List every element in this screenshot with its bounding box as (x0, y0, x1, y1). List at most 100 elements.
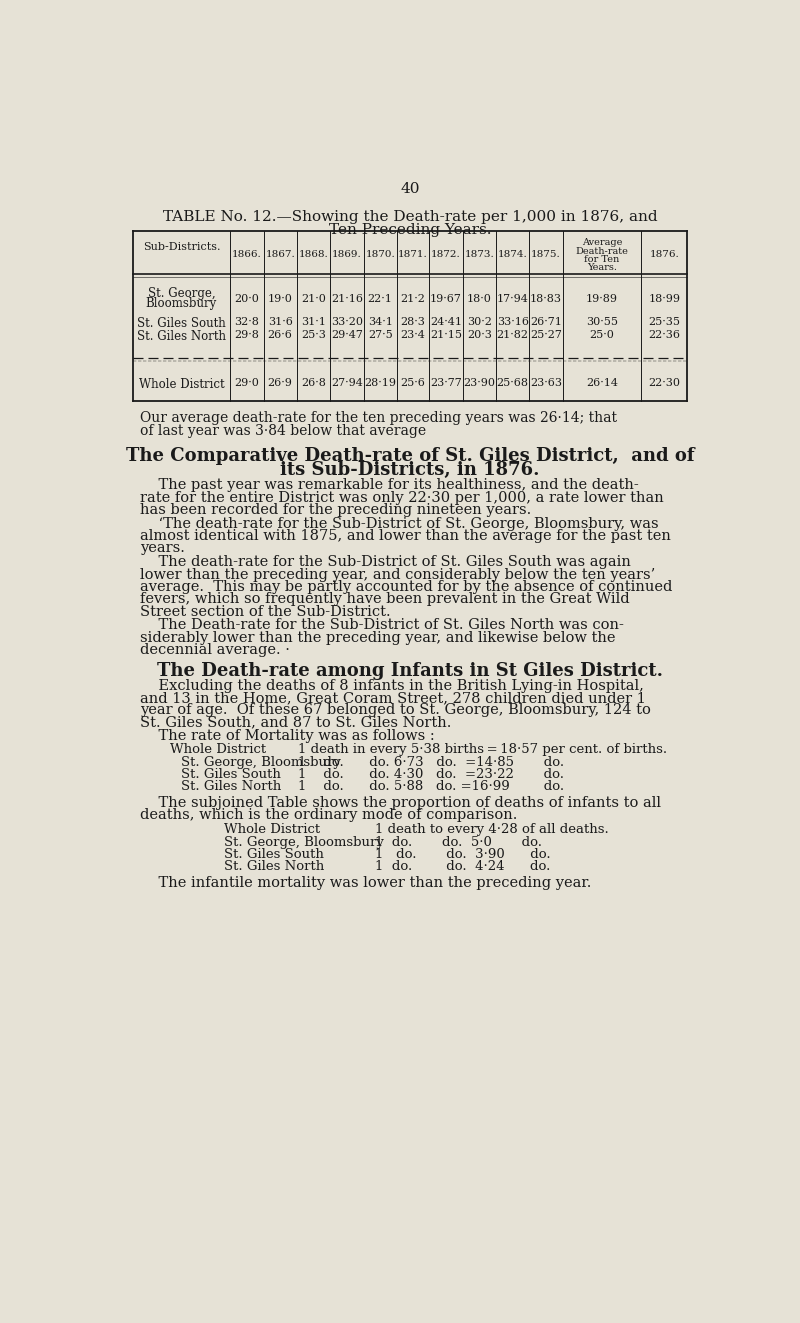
Text: 1 death in every 5·38 births = 18·57 per cent. of births.: 1 death in every 5·38 births = 18·57 per… (298, 744, 666, 757)
Text: 40: 40 (400, 181, 420, 196)
Text: Whole District: Whole District (138, 378, 224, 392)
Text: 22·1: 22·1 (368, 294, 393, 303)
Text: rate for the entire District was only 22·30 per 1,000, a rate lower than: rate for the entire District was only 22… (140, 491, 664, 504)
Text: 1873.: 1873. (465, 250, 494, 258)
Text: 23·63: 23·63 (530, 378, 562, 388)
Text: 20·3: 20·3 (467, 329, 492, 340)
Text: 33·20: 33·20 (331, 316, 363, 327)
Text: 26·14: 26·14 (586, 378, 618, 388)
Text: average.  This may be partly accounted for by the absence of continued: average. This may be partly accounted fo… (140, 579, 673, 594)
Text: decennial average. ·: decennial average. · (140, 643, 290, 658)
Text: St. Giles North: St. Giles North (137, 329, 226, 343)
Text: 33·16: 33·16 (497, 316, 529, 327)
Text: 29·47: 29·47 (331, 329, 362, 340)
Text: Excluding the deaths of 8 infants in the British Lying-in Hospital,: Excluding the deaths of 8 infants in the… (140, 679, 644, 692)
Text: 26·6: 26·6 (268, 329, 293, 340)
Text: St. Giles North: St. Giles North (224, 860, 324, 873)
Text: Street section of the Sub-District.: Street section of the Sub-District. (140, 605, 391, 619)
Text: 21·82: 21·82 (497, 329, 529, 340)
Text: 1875.: 1875. (531, 250, 561, 258)
Text: St. Giles South, and 87 to St. Giles North.: St. Giles South, and 87 to St. Giles Nor… (140, 716, 452, 729)
Text: St. George,: St. George, (147, 287, 215, 300)
Text: of last year was 3·84 below that average: of last year was 3·84 below that average (140, 423, 426, 438)
Text: St. Giles South: St. Giles South (182, 767, 282, 781)
Text: 22·30: 22·30 (648, 378, 680, 388)
Text: 1866.: 1866. (232, 250, 262, 258)
Text: 30·2: 30·2 (467, 316, 492, 327)
Text: 23·90: 23·90 (463, 378, 495, 388)
Text: The Comparative Death-rate of St. Giles District,  and of: The Comparative Death-rate of St. Giles … (126, 447, 694, 464)
Text: 25·35: 25·35 (648, 316, 680, 327)
Text: and 13 in the Home, Great Coram Street, 278 children died under 1: and 13 in the Home, Great Coram Street, … (140, 691, 646, 705)
Text: 23·4: 23·4 (401, 329, 426, 340)
Text: 18·99: 18·99 (648, 294, 680, 303)
Text: 31·1: 31·1 (301, 316, 326, 327)
Text: 25·27: 25·27 (530, 329, 562, 340)
Text: 27·5: 27·5 (368, 329, 393, 340)
Text: The Death-rate for the Sub-District of St. Giles North was con-: The Death-rate for the Sub-District of S… (140, 618, 624, 632)
Text: 30·55: 30·55 (586, 316, 618, 327)
Text: The infantile mortality was lower than the preceding year.: The infantile mortality was lower than t… (140, 876, 592, 889)
Text: 21·2: 21·2 (401, 294, 426, 303)
Text: St. George, Bloomsbury: St. George, Bloomsbury (182, 755, 342, 769)
Text: 22·36: 22·36 (648, 329, 680, 340)
Text: 1876.: 1876. (650, 250, 679, 258)
Text: The rate of Mortality was as follows :: The rate of Mortality was as follows : (140, 729, 435, 744)
Text: 26·9: 26·9 (268, 378, 293, 388)
Text: 1871.: 1871. (398, 250, 428, 258)
Text: 29·8: 29·8 (234, 329, 259, 340)
Text: 1868.: 1868. (298, 250, 328, 258)
Text: Whole District: Whole District (170, 744, 266, 757)
Text: 21·15: 21·15 (430, 329, 462, 340)
Text: 29·0: 29·0 (234, 378, 259, 388)
Text: years.: years. (140, 541, 185, 556)
Text: St. Giles North: St. Giles North (182, 781, 282, 794)
Text: its Sub-Districts, in 1876.: its Sub-Districts, in 1876. (280, 462, 540, 479)
Text: deaths, which is the ordinary mode of comparison.: deaths, which is the ordinary mode of co… (140, 808, 518, 822)
Text: 19·67: 19·67 (430, 294, 462, 303)
Text: 19·89: 19·89 (586, 294, 618, 303)
Text: year of age.  Of these 67 belonged to St. George, Bloomsbury, 124 to: year of age. Of these 67 belonged to St.… (140, 703, 651, 717)
Text: Bloomsbury: Bloomsbury (146, 298, 217, 311)
Text: 23·77: 23·77 (430, 378, 462, 388)
Text: St. Giles South: St. Giles South (137, 316, 226, 329)
Text: Average: Average (582, 238, 622, 247)
Text: Whole District: Whole District (224, 823, 320, 836)
Text: 1  do.        do.  4·24      do.: 1 do. do. 4·24 do. (375, 860, 550, 873)
Text: 1 death to every 4·28 of all deaths.: 1 death to every 4·28 of all deaths. (375, 823, 609, 836)
Text: 25·68: 25·68 (497, 378, 529, 388)
Text: lower than the preceding year, and considerably below the ten years’: lower than the preceding year, and consi… (140, 568, 655, 582)
Text: ‘The death-rate for the Sub-District of St. George, Bloomsbury, was: ‘The death-rate for the Sub-District of … (140, 517, 659, 531)
Text: St. George, Bloomsbury: St. George, Bloomsbury (224, 836, 384, 848)
Text: almost identical with 1875, and lower than the average for the past ten: almost identical with 1875, and lower th… (140, 529, 671, 544)
Text: Ten Preceding Years.: Ten Preceding Years. (329, 222, 491, 237)
Text: 18·0: 18·0 (467, 294, 492, 303)
Text: 1    do.      do. 5·88   do. =16·99        do.: 1 do. do. 5·88 do. =16·99 do. (298, 781, 564, 794)
Text: 18·83: 18·83 (530, 294, 562, 303)
Text: St. Giles South: St. Giles South (224, 848, 324, 861)
Text: 26·71: 26·71 (530, 316, 562, 327)
Text: The death-rate for the Sub-District of St. Giles South was again: The death-rate for the Sub-District of S… (140, 556, 631, 569)
Text: 31·6: 31·6 (268, 316, 293, 327)
Text: 19·0: 19·0 (268, 294, 293, 303)
Text: 25·3: 25·3 (301, 329, 326, 340)
Text: 17·94: 17·94 (497, 294, 529, 303)
Text: 1870.: 1870. (366, 250, 395, 258)
Text: 26·8: 26·8 (301, 378, 326, 388)
Text: 28·3: 28·3 (401, 316, 426, 327)
Text: Sub-Districts.: Sub-Districts. (142, 242, 220, 251)
Text: 25·0: 25·0 (590, 329, 614, 340)
Text: The past year was remarkable for its healthiness, and the death-: The past year was remarkable for its hea… (140, 479, 639, 492)
Text: 1867.: 1867. (266, 250, 295, 258)
Text: The Death-rate among Infants in St Giles District.: The Death-rate among Infants in St Giles… (157, 662, 663, 680)
Text: 21·16: 21·16 (331, 294, 363, 303)
Text: 20·0: 20·0 (234, 294, 259, 303)
Text: TABLE No. 12.—Showing the Death-rate per 1,000 in 1876, and: TABLE No. 12.—Showing the Death-rate per… (162, 210, 658, 225)
Text: 1869.: 1869. (332, 250, 362, 258)
Text: Our average death-rate for the ten preceding years was 26·14; that: Our average death-rate for the ten prece… (140, 411, 618, 425)
Text: 27·94: 27·94 (331, 378, 362, 388)
Text: 1  do.       do.  5·0       do.: 1 do. do. 5·0 do. (375, 836, 542, 848)
Text: 28·19: 28·19 (364, 378, 396, 388)
Text: 1874.: 1874. (498, 250, 527, 258)
Text: siderably lower than the preceding year, and likewise below the: siderably lower than the preceding year,… (140, 631, 616, 644)
